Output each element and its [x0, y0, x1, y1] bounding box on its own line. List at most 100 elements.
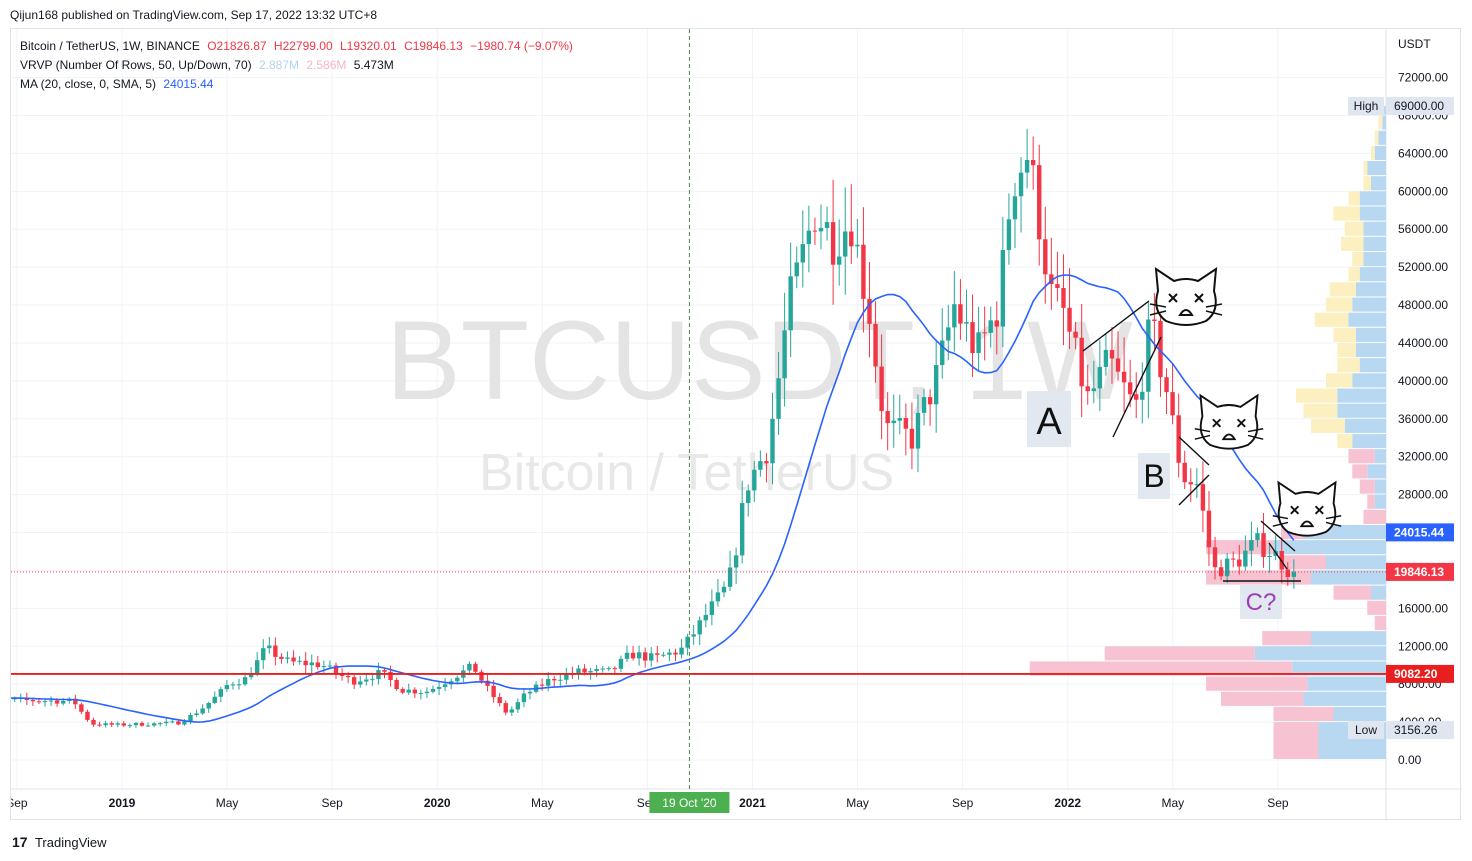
vrvp-down-bar: [1348, 449, 1375, 464]
vrvp-up-bar: [1337, 403, 1386, 418]
price-axis[interactable]: USDT0.004000.008000.0012000.0016000.0020…: [1348, 37, 1454, 767]
chart-frame[interactable]: BTCUSDT, 1W Bitcoin / TetherUS A B C? Se…: [10, 28, 1462, 821]
time-axis-label: May: [846, 796, 869, 810]
candle-body: [303, 660, 308, 666]
candle-body: [248, 674, 254, 678]
candle-body: [442, 684, 448, 688]
candle-body: [79, 704, 84, 712]
vrvp-up-bar: [1348, 312, 1386, 327]
vrvp-up-bar: [1356, 342, 1386, 358]
high-price-tag-label-bg: [1348, 97, 1384, 116]
label-c: C?: [1246, 589, 1277, 616]
cat-stickers: [1149, 267, 1342, 537]
candle-body: [436, 687, 442, 689]
candle-body: [903, 418, 909, 429]
candle-body: [642, 652, 648, 661]
vrvp-down-bar: [1333, 206, 1360, 221]
support-price-tag-text: 9082.20: [1394, 667, 1438, 681]
candle-body: [873, 323, 878, 367]
candle-body: [630, 652, 636, 659]
candle-body: [733, 555, 739, 568]
time-axis-label: Sep: [321, 796, 343, 810]
vrvp-up-bar: [1352, 433, 1386, 449]
candle-body: [982, 332, 987, 334]
candle-body: [879, 366, 884, 412]
candle-body: [1194, 484, 1200, 486]
time-axis-label: May: [1161, 796, 1184, 810]
trend-line: [1178, 474, 1210, 506]
chart-canvas[interactable]: BTCUSDT, 1W Bitcoin / TetherUS A B C? Se…: [11, 29, 1462, 821]
legend-ma[interactable]: MA (20, close, 0, SMA, 5) 24015.44: [20, 77, 217, 91]
cat-whiskers: [1272, 515, 1342, 527]
candle-body: [940, 340, 945, 366]
price-axis-tick: 48000.00: [1398, 298, 1448, 312]
candle-body: [91, 719, 96, 725]
vrvp-up-bar: [1292, 661, 1386, 676]
legend-symbol: Bitcoin / TetherUS, 1W, BINANCE: [20, 39, 200, 53]
cat-face-icon: [1194, 393, 1264, 450]
legend-vrvp[interactable]: VRVP (Number Of Rows, 50, Up/Down, 70) 2…: [20, 58, 398, 72]
candle-body: [970, 322, 975, 353]
candle-body: [649, 653, 654, 661]
footer[interactable]: 17 TradingView: [12, 834, 107, 850]
candle-body: [836, 256, 842, 265]
candle-body: [267, 645, 272, 649]
candle-body: [564, 673, 569, 680]
candle-body: [230, 684, 236, 686]
candle-body: [485, 680, 490, 686]
cat-eyes: [1212, 418, 1246, 428]
candle-body: [321, 666, 327, 668]
time-axis-label: Sep: [1267, 796, 1289, 810]
candle-body: [691, 634, 696, 637]
candle-body: [539, 684, 545, 686]
tradingview-logo-icon: 17: [12, 834, 28, 850]
vrvp-down-bar: [1326, 373, 1353, 388]
cat-mouth: [1221, 433, 1237, 441]
ma-line: [11, 274, 1295, 723]
candle-body: [1255, 533, 1260, 541]
candle-body: [946, 327, 951, 341]
annotation-labels: A B C?: [1027, 391, 1282, 619]
vrvp-down-bar: [1326, 297, 1353, 312]
vrvp-up-bar: [1356, 327, 1386, 342]
candle-body: [636, 652, 642, 659]
vrvp-down-bar: [1371, 145, 1375, 160]
candle-body: [1206, 510, 1212, 548]
candle-body: [1285, 569, 1290, 577]
grid-lines: [11, 29, 1462, 821]
vrvp-up-bar: [1352, 373, 1386, 388]
candle-body: [1006, 219, 1012, 251]
candle-body: [958, 304, 963, 324]
candle-body: [242, 677, 248, 685]
candle-body: [1121, 371, 1127, 383]
candle-body: [818, 228, 824, 232]
candle-body: [406, 689, 411, 693]
candle-body: [212, 696, 217, 703]
candle-body: [1018, 172, 1024, 197]
time-axis[interactable]: Sep 2019 May Sep 2020 May Sep 2021 May Sep 2022 May…: [11, 792, 1289, 813]
low-price-tag-label-bg: [1348, 721, 1384, 740]
vrvp-up-bar: [1363, 236, 1386, 251]
candle-body: [1146, 319, 1151, 392]
candle-body: [54, 700, 60, 704]
candle-body: [139, 723, 145, 726]
candle-body: [964, 322, 969, 324]
candle-body: [515, 702, 521, 710]
candle-body: [994, 320, 999, 327]
candle-body: [455, 677, 460, 682]
candle-body: [770, 418, 775, 464]
high-price-tag-label: High: [1354, 99, 1379, 113]
candle-body: [843, 231, 848, 257]
price-axis-tick: 28000.00: [1398, 488, 1448, 502]
candle-body: [606, 668, 612, 670]
candle-body: [1067, 307, 1072, 332]
candle-body: [867, 298, 872, 324]
vrvp-up-bar: [1371, 585, 1386, 600]
candle-body: [1043, 239, 1048, 275]
candle-body: [824, 222, 830, 229]
cat-eyes: [1168, 293, 1204, 303]
candle-body: [503, 703, 508, 713]
vrvp-down-bar: [1363, 509, 1386, 524]
candle-body: [285, 657, 290, 659]
vrvp-up-bar: [1374, 145, 1386, 160]
